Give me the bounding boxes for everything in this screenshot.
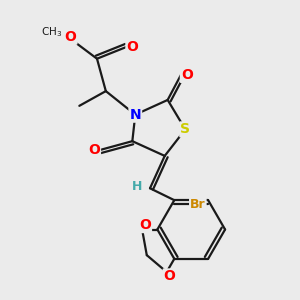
Text: O: O (164, 269, 176, 284)
Text: O: O (88, 143, 100, 157)
Text: CH$_3$: CH$_3$ (41, 25, 62, 39)
Text: O: O (126, 40, 138, 54)
Text: N: N (130, 108, 141, 122)
Text: O: O (181, 68, 193, 82)
Text: O: O (64, 30, 76, 44)
Text: O: O (139, 218, 151, 232)
Text: H: H (132, 180, 142, 193)
Text: Br: Br (190, 198, 206, 211)
Text: S: S (180, 122, 190, 136)
